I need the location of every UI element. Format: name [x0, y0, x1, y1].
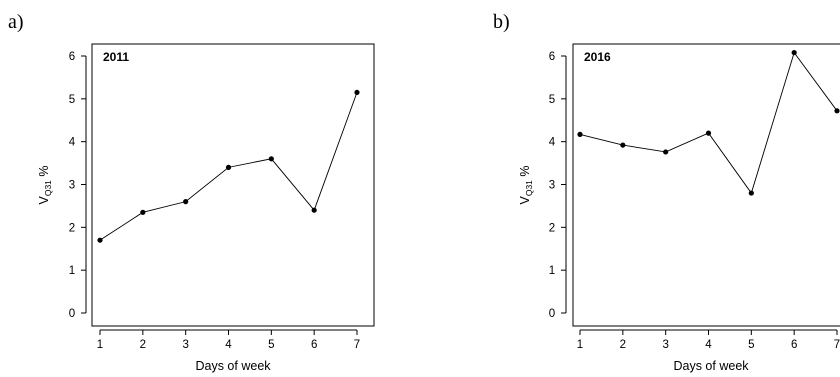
- x-tick-label: 4: [705, 339, 712, 351]
- y-tick-label: 1: [69, 265, 75, 277]
- data-point: [140, 209, 146, 215]
- data-point: [97, 237, 103, 243]
- data-point: [834, 108, 840, 114]
- y-tick-label: 6: [549, 51, 555, 63]
- y-axis-title-a: VQ31 %: [37, 165, 53, 204]
- data-point: [705, 130, 712, 136]
- data-point: [183, 199, 189, 205]
- y-tick-label: 2: [69, 222, 75, 234]
- axes-b: 1 2 3 4 5 6 7 0 1 2 3 4 5 6: [549, 51, 840, 351]
- x-axis-title-a: Days of week: [195, 359, 271, 373]
- panel-label-a: a): [8, 11, 24, 33]
- data-point: [225, 164, 232, 170]
- y-tick-label: 4: [549, 137, 556, 149]
- plot-frame-b: [572, 43, 840, 327]
- panel-label-b: b): [493, 11, 510, 33]
- chart-panel-a: a) 2011 Days of week VQ31 % 1 2 3 4 5 6 7 0 1 2 3 4…: [8, 11, 375, 373]
- plot-frame-a: [91, 43, 375, 327]
- x-tick-label: 7: [834, 339, 840, 351]
- x-tick-label: 7: [354, 339, 360, 351]
- x-tick-label: 3: [662, 339, 668, 351]
- x-tick-label: 1: [577, 339, 583, 351]
- data-point: [354, 89, 360, 96]
- y-tick-label: 0: [549, 308, 555, 320]
- y-axis-title-b: VQ31 %: [518, 165, 534, 204]
- x-tick-label: 3: [182, 339, 188, 351]
- y-tick-label: 2: [549, 222, 555, 234]
- series-line: [579, 51, 838, 195]
- x-tick-label: 2: [140, 339, 146, 351]
- series-b: [577, 49, 840, 196]
- y-tick-label: 0: [69, 308, 75, 320]
- x-tick-label: 4: [225, 339, 232, 351]
- y-tick-label: 1: [549, 265, 555, 277]
- y-tick-label: 6: [69, 51, 75, 63]
- x-tick-label: 2: [620, 339, 626, 351]
- chart-title-a: 2011: [103, 50, 129, 64]
- x-tick-label: 5: [268, 339, 274, 351]
- y-tick-label: 5: [69, 94, 75, 106]
- x-tick-label: 6: [311, 339, 317, 351]
- series-a: [97, 89, 360, 243]
- data-point: [577, 131, 583, 137]
- x-tick-label: 1: [97, 339, 103, 351]
- data-point: [268, 156, 274, 162]
- data-point: [620, 142, 626, 148]
- y-tick-label: 4: [69, 137, 76, 149]
- x-tick-label: 6: [791, 339, 797, 351]
- x-axis-title-b: Days of week: [673, 359, 749, 373]
- data-point: [748, 190, 754, 196]
- chart-panel-b: b) 2016 Days of week VQ31 % 1 2 3 4 5 6 7 0 1 2 3 4…: [493, 11, 840, 373]
- x-tick-label: 5: [748, 339, 754, 351]
- data-point: [311, 207, 317, 213]
- data-point: [663, 149, 669, 155]
- axes-a: 1 2 3 4 5 6 7 0 1 2 3 4 5 6: [69, 51, 360, 351]
- data-point: [791, 49, 797, 56]
- chart-title-b: 2016: [584, 50, 611, 64]
- y-tick-label: 5: [549, 94, 555, 106]
- y-tick-label: 3: [549, 180, 555, 192]
- y-tick-label: 3: [69, 180, 75, 192]
